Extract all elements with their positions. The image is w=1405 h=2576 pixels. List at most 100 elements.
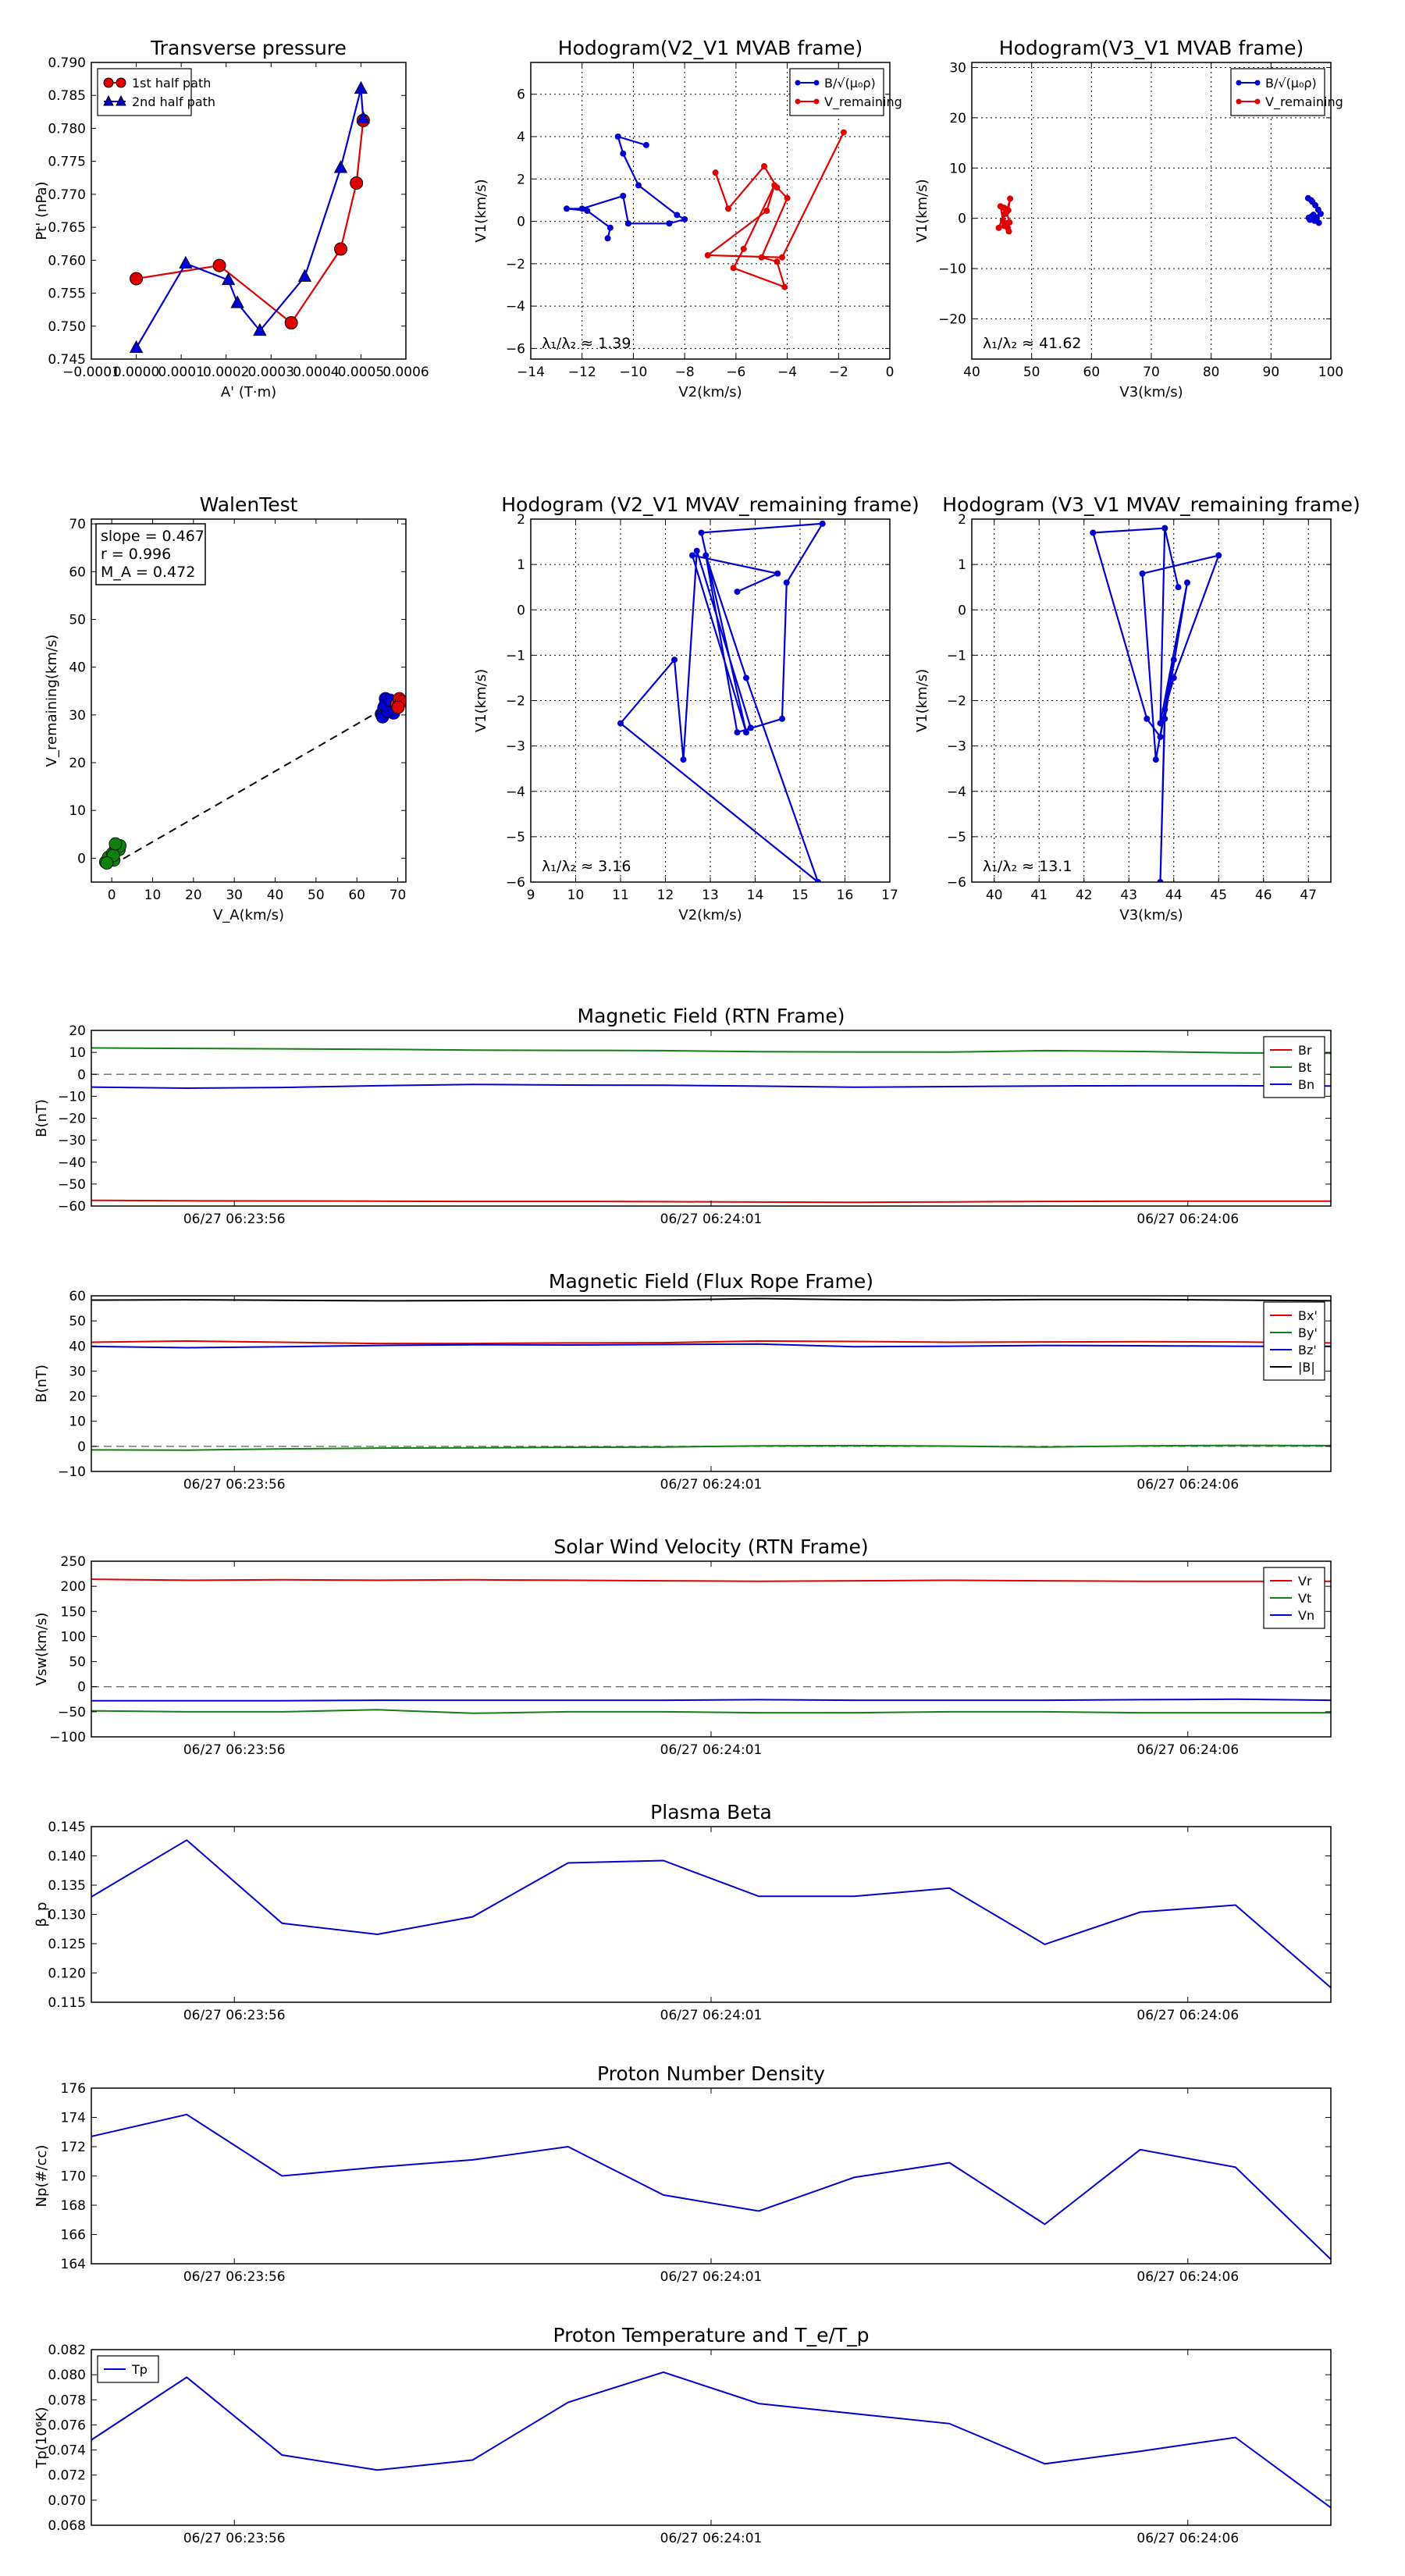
y-tick-label: 172 — [61, 2140, 86, 2155]
legend-label: 2nd half path — [132, 94, 215, 109]
legend-marker — [103, 77, 114, 88]
legend-label: Vn — [1298, 1608, 1314, 1623]
x-tick-label: 06/27 06:23:56 — [183, 1212, 286, 1227]
plot-frame — [91, 62, 407, 360]
y-tick-label: 4 — [517, 130, 525, 145]
data-point — [743, 674, 749, 681]
y-axis-label: V1(km/s) — [914, 669, 930, 732]
series-line — [91, 1709, 1331, 1714]
x-tick-label: 40 — [986, 888, 1003, 903]
y-tick-label: 100 — [61, 1629, 86, 1645]
x-tick-label: −2 — [829, 365, 848, 380]
data-point — [758, 254, 765, 261]
chart-title: Hodogram (V3_V1 MVAV_remaining frame) — [942, 493, 1361, 516]
data-point — [704, 252, 711, 258]
y-tick-label: 30 — [69, 1364, 86, 1379]
y-tick-label: 150 — [61, 1604, 86, 1620]
data-point — [1157, 720, 1164, 727]
x-axis-label: V_A(km/s) — [213, 907, 284, 923]
data-point — [1170, 656, 1177, 664]
chart-p2: −14 −12 −10 −8 −6 −4 −2 0 −6 −4 −2 0 2 4 6 Hodogram(V2_… — [473, 37, 902, 400]
data-point — [1170, 674, 1177, 681]
x-tick-label: 0.0005 — [338, 365, 384, 380]
y-tick-label: 0 — [958, 603, 966, 618]
series-Bx' — [91, 1340, 1331, 1345]
y-tick-label: 0.074 — [48, 2443, 86, 2459]
legend-label: Bt — [1298, 1060, 1311, 1075]
y-tick-label: −50 — [58, 1177, 86, 1193]
data-point — [1157, 879, 1164, 882]
legend-label: Vt — [1298, 1591, 1311, 1606]
plot-frame — [91, 2349, 1332, 2526]
data-point — [734, 729, 741, 736]
series-Bn — [91, 1083, 1331, 1090]
chart-title: Solar Wind Velocity (RTN Frame) — [553, 1535, 868, 1558]
y-tick-label: 168 — [61, 2198, 86, 2214]
data-point — [230, 295, 244, 308]
data-point — [815, 879, 821, 882]
data-point — [129, 340, 144, 354]
y-tick-label: 0.755 — [48, 286, 86, 302]
x-tick-label: 30 — [226, 888, 243, 903]
data-point — [680, 756, 687, 763]
legend-label: Bx' — [1298, 1308, 1318, 1323]
series-line — [91, 2113, 1331, 2261]
legend-marker — [116, 77, 126, 88]
y-tick-label: −2 — [947, 694, 966, 710]
y-tick-label: 0.070 — [48, 2493, 86, 2509]
data-point — [584, 208, 591, 214]
stats-text: r = 0.996 — [101, 546, 171, 563]
data-point — [1308, 213, 1315, 220]
y-axis-label: Pt' (nPa) — [34, 181, 50, 240]
x-tick-label: 40 — [963, 365, 980, 380]
y-tick-label: 0.120 — [48, 1966, 86, 1982]
y-tick-label: 0.750 — [48, 319, 86, 335]
x-tick-label: 50 — [308, 888, 325, 903]
y-tick-label: 0.790 — [48, 55, 86, 71]
y-tick-label: −100 — [49, 1730, 86, 1745]
data-point — [734, 589, 741, 595]
legend: B/√(μ₀ρ) V_remaining — [789, 68, 902, 116]
y-tick-label: −4 — [506, 299, 525, 315]
x-tick-label: 12 — [657, 888, 674, 903]
data-point — [212, 258, 226, 272]
y-tick-label: 0.082 — [48, 2343, 86, 2358]
x-tick-label: 100 — [1318, 365, 1343, 380]
data-point — [617, 720, 624, 727]
y-tick-label: −5 — [947, 830, 966, 845]
chart-p6: 40 41 42 43 44 45 46 47 −6 −5 −4 −3 −2 −1 0 1 2Hodogram … — [914, 493, 1361, 923]
x-tick-label: 15 — [791, 888, 809, 903]
y-tick-label: 0.076 — [48, 2418, 86, 2433]
x-tick-label: 0.0002 — [203, 365, 249, 380]
data-point — [1006, 219, 1013, 226]
series-green — [98, 837, 127, 870]
x-tick-label: 06/27 06:23:56 — [183, 2008, 286, 2023]
legend-marker — [116, 94, 126, 106]
legend-marker — [1254, 80, 1261, 86]
series-beta — [91, 1839, 1331, 1989]
legend-marker — [1236, 80, 1242, 86]
legend-label: B/√(μ₀ρ) — [1265, 76, 1317, 91]
chart-p8: 06/27 06:23:56 06/27 06:24:01 06/27 06:24:… — [34, 1270, 1332, 1493]
scatter-point — [108, 837, 123, 851]
series-V — [1090, 525, 1222, 882]
data-point — [1161, 706, 1168, 713]
data-point — [1001, 222, 1008, 229]
legend: Tp — [97, 2355, 159, 2383]
y-axis-label: Tp(10⁶K) — [34, 2407, 50, 2468]
legend-marker — [1254, 98, 1261, 105]
y-tick-label: 0 — [77, 1680, 86, 1695]
y-tick-label: −10 — [58, 1089, 86, 1105]
series-line — [619, 522, 824, 882]
data-point — [614, 133, 621, 140]
y-tick-label: 20 — [69, 756, 86, 771]
y-tick-label: 50 — [69, 1655, 86, 1670]
legend: Br Bt Bn — [1263, 1036, 1325, 1098]
legend: 1st half path 2nd half path — [97, 68, 215, 116]
y-tick-label: 0 — [77, 851, 86, 866]
chart-p11: 06/27 06:23:56 06/27 06:24:01 06/27 06:24:… — [34, 2062, 1332, 2285]
legend-label: |B| — [1298, 1360, 1315, 1375]
data-point — [1161, 525, 1168, 532]
chart-title: Magnetic Field (RTN Frame) — [578, 1005, 845, 1027]
y-tick-label: −5 — [506, 830, 525, 845]
